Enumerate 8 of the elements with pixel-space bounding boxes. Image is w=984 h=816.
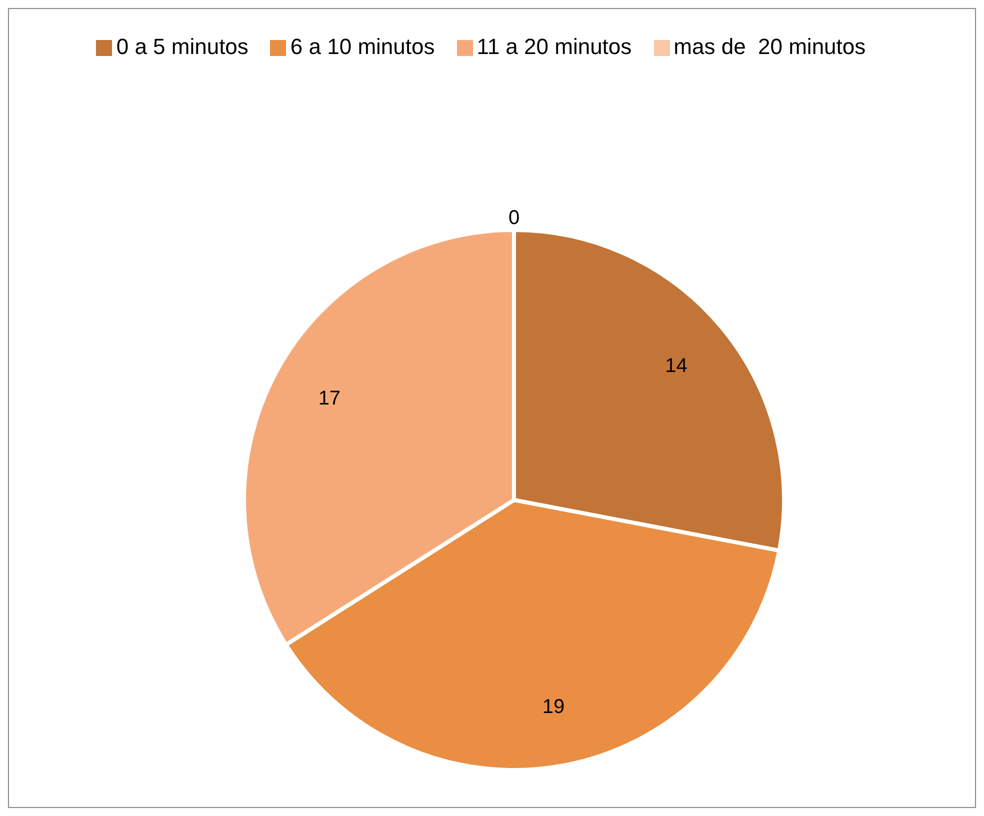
- text: 0: [508, 207, 520, 229]
- legend-label: 6 a 10 minutos: [290, 34, 435, 59]
- data-label: 19: [542, 696, 565, 718]
- legend-label: 11 a 20 minutos: [476, 34, 632, 59]
- legend-label: 0 a 5 minutos: [116, 34, 248, 59]
- data-label: 17: [318, 388, 341, 410]
- data-label: 14: [665, 354, 688, 377]
- legend-label: mas de 20 minutos: [674, 34, 866, 59]
